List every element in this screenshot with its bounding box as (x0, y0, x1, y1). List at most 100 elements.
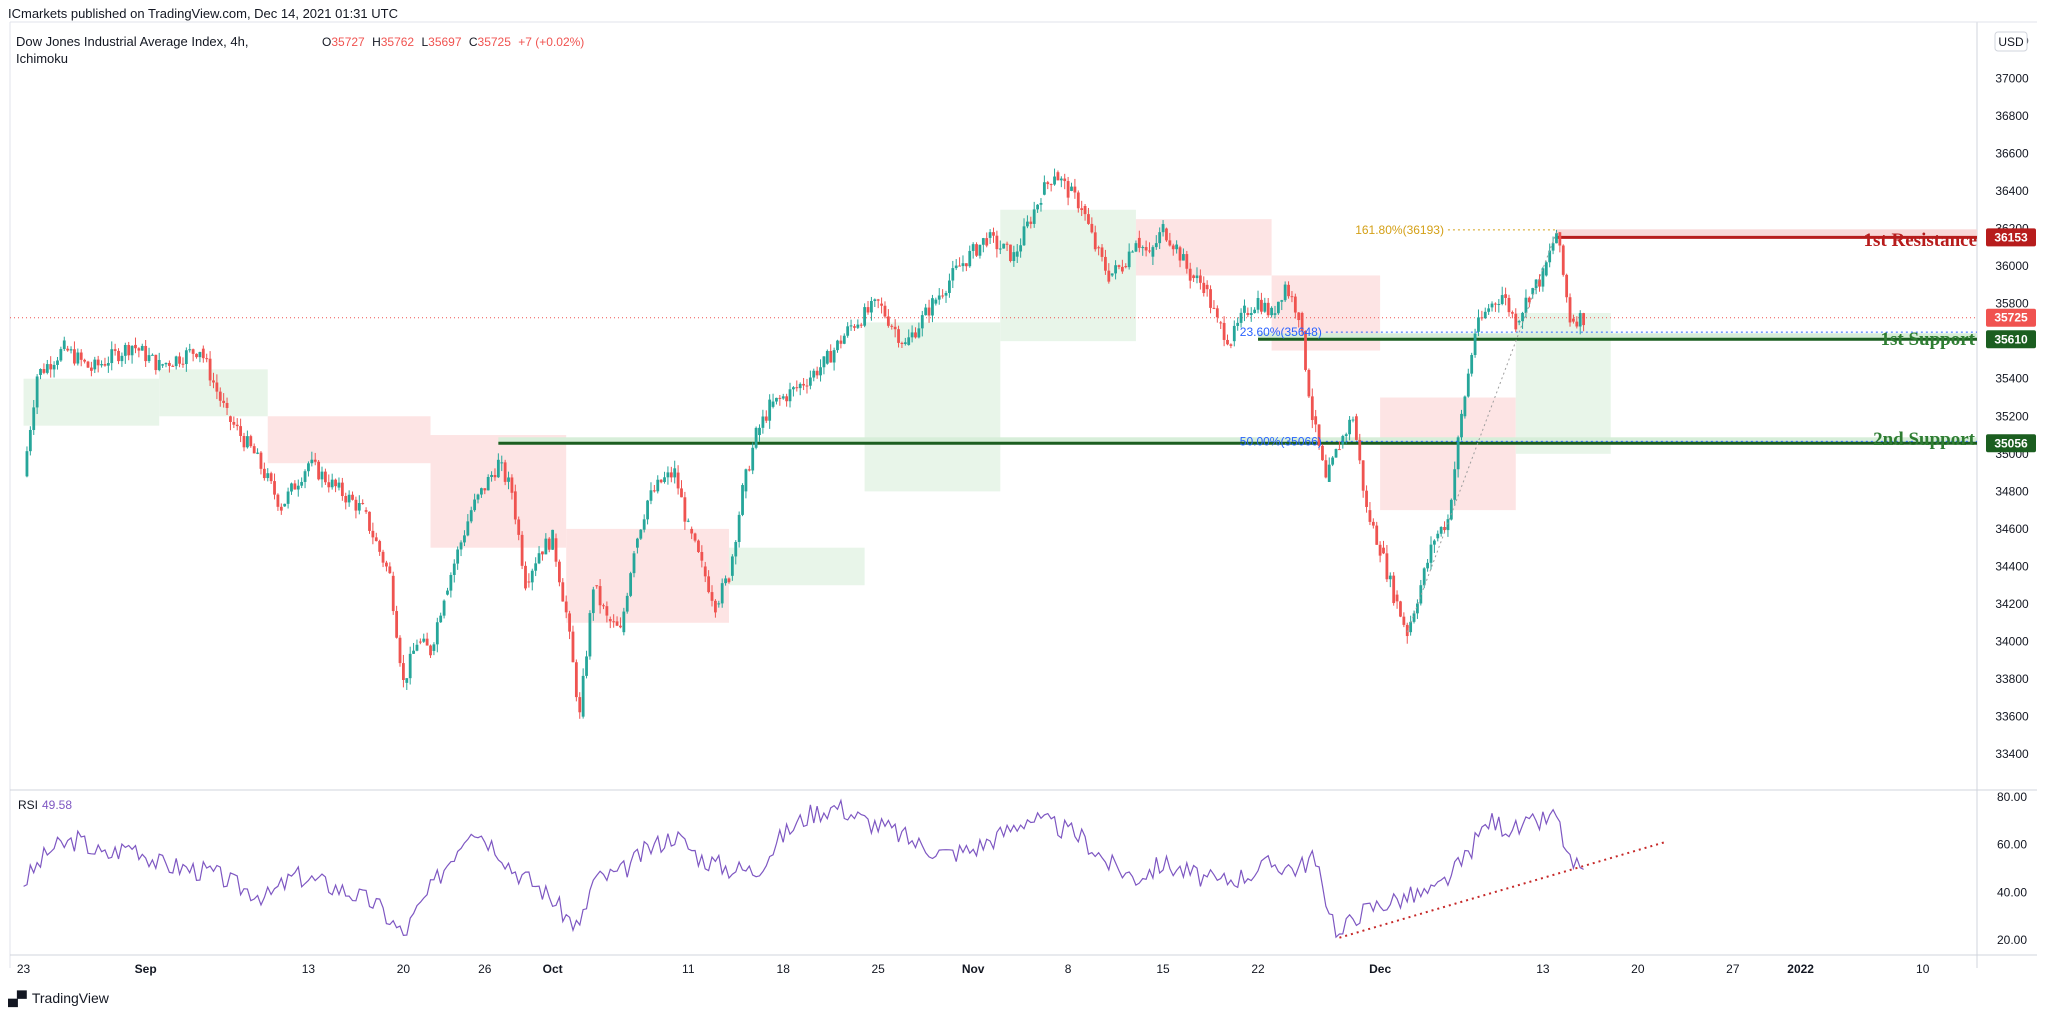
candle-body (39, 369, 42, 375)
candle-body (181, 363, 185, 365)
candle-body (134, 344, 137, 349)
candle-body (439, 615, 443, 623)
y-tick-label: 35800 (1995, 297, 2029, 311)
candle-body (1076, 192, 1080, 209)
y-tick-label: 35200 (1995, 409, 2029, 423)
candle-body (239, 426, 243, 436)
candle-body (1178, 247, 1182, 261)
candle-body (1504, 294, 1507, 298)
candle-body (140, 345, 144, 351)
candle-body (690, 528, 694, 534)
price-axis[interactable]: 33400 33600 33800 34000 34200 34400 34600 34800… (1995, 34, 2029, 761)
candle-body (79, 352, 83, 360)
candle-body (1134, 243, 1138, 252)
candle-body (737, 514, 741, 542)
rsi-value: 49.58 (42, 798, 72, 812)
candle-body (262, 468, 266, 479)
cloud-span-5 (728, 547, 865, 586)
candle-body (66, 348, 70, 351)
candle-body (1266, 302, 1270, 316)
y-tick-label: 34200 (1995, 597, 2029, 611)
time-axis[interactable]: 23 Sep 13 20 26 Oct 11 18 25 Nov 8 15 22 Dec 13 20 27 202… (17, 962, 1930, 976)
currency-button[interactable] (1994, 31, 2028, 52)
candle-body (1080, 208, 1084, 211)
level-badge-0-bg (1986, 228, 2036, 247)
support-zone-2 (498, 437, 1977, 444)
candle-body (1283, 284, 1287, 301)
candle-body (290, 483, 293, 492)
candle-body (1127, 251, 1131, 268)
candle-body (988, 232, 992, 238)
candle-body (229, 416, 232, 422)
price-series (25, 168, 1585, 719)
y-tick-label: 34000 (1995, 635, 2029, 649)
candle-body (1026, 221, 1029, 227)
candle-body (1378, 544, 1382, 556)
candle-body (1575, 321, 1579, 327)
candle-body (1256, 298, 1260, 310)
candle-body (1226, 339, 1229, 345)
candle-body (432, 644, 436, 651)
candle-body (1066, 181, 1070, 198)
candle-body (1432, 540, 1436, 545)
candle-body (751, 447, 755, 471)
candle-body (971, 244, 975, 251)
candle-body (340, 482, 344, 497)
candle-body (1192, 275, 1195, 279)
candle-body (313, 459, 317, 462)
candle-body (201, 348, 205, 359)
candle-body (1219, 322, 1223, 324)
tradingview-logo[interactable]: ▄▀ TradingView (8, 990, 109, 1006)
candle-body (836, 340, 839, 351)
candle-body (361, 503, 365, 505)
y-tick-label: 36600 (1995, 146, 2029, 160)
candle-body (1137, 237, 1141, 248)
candle-body (1473, 333, 1477, 355)
candle-body (1348, 419, 1351, 435)
candle-body (714, 600, 717, 613)
y-tick-label: 33800 (1995, 672, 2029, 686)
current-price-badge: 35725 (1994, 311, 2028, 325)
candle-body (442, 600, 446, 616)
candle-body (1205, 284, 1209, 290)
fib-label-1: 23.60%(35648) (1240, 325, 1322, 339)
candle-body (812, 370, 816, 378)
candle-body (768, 399, 772, 421)
candle-body (1232, 325, 1236, 342)
cloud-span-2 (267, 416, 431, 464)
candle-body (890, 325, 894, 327)
candle-body (1276, 301, 1280, 314)
candle-body (727, 578, 731, 583)
candle-body (418, 641, 422, 643)
candle-body (1280, 300, 1284, 302)
candle-body (656, 479, 660, 492)
candle-body (1466, 373, 1470, 397)
cloud-span-10 (1380, 397, 1516, 511)
candle-body (1260, 299, 1263, 312)
candle-body (927, 307, 931, 316)
candle-body (1239, 312, 1243, 323)
candle-body (568, 613, 571, 632)
candle-body (686, 520, 690, 522)
candle-body (1443, 526, 1446, 531)
candle-body (520, 534, 524, 566)
candle-body (710, 592, 714, 601)
candle-body (1544, 262, 1548, 276)
candle-body (1399, 601, 1402, 617)
rsi-tick-label: 80.00 (1997, 790, 2027, 804)
fibonacci-levels: 161.80%(36193) 23.60%(35648) 50.00%(35066) (1240, 223, 1977, 633)
candle-body (106, 363, 110, 366)
candle-body (612, 621, 616, 623)
candle-body (792, 387, 795, 390)
candle-body (1110, 273, 1114, 276)
candle-body (1314, 416, 1318, 425)
candle-body (130, 345, 134, 356)
candle-body (269, 473, 273, 482)
candle-body (1307, 369, 1311, 397)
candle-body (52, 364, 56, 370)
candle-body (117, 350, 120, 362)
candle-body (1083, 205, 1087, 215)
candle-body (330, 479, 334, 488)
candle-body (1015, 251, 1019, 257)
